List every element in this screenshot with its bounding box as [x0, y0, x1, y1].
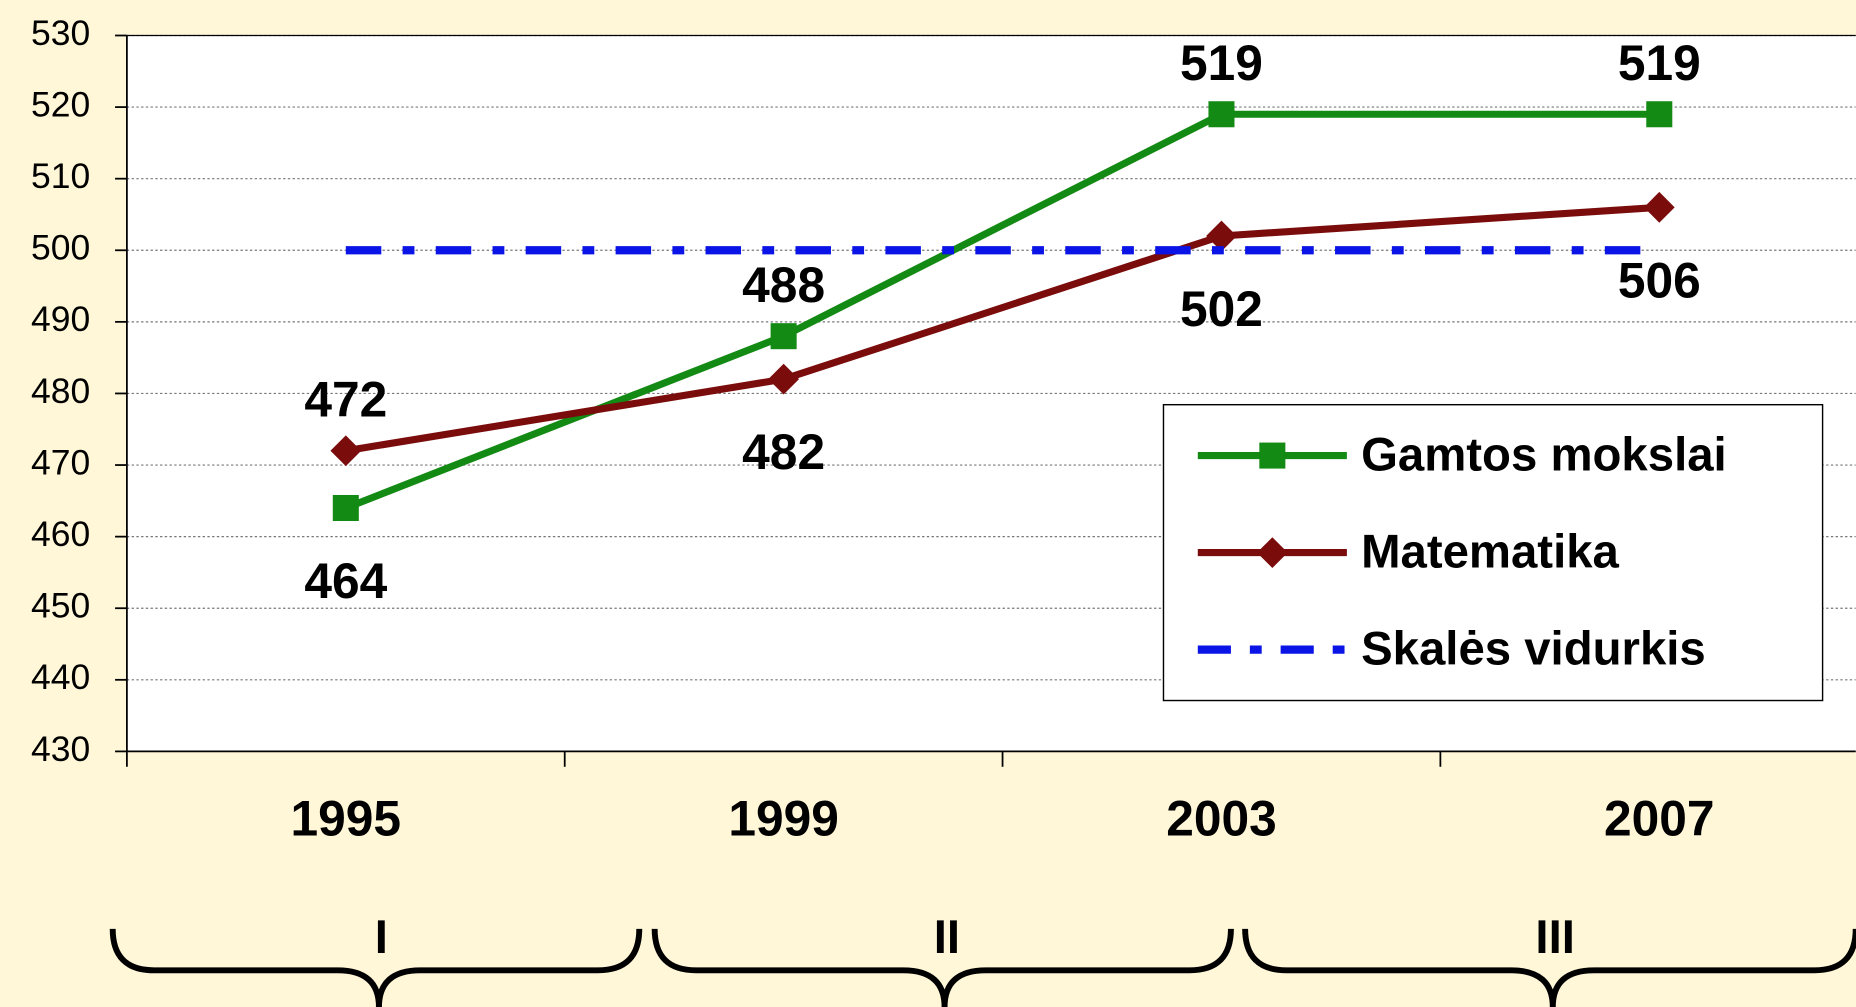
- y-tick-label: 490: [31, 299, 90, 339]
- x-tick-label: 2007: [1604, 791, 1715, 847]
- data-label: 488: [742, 257, 825, 313]
- y-tick-label: 430: [31, 729, 90, 769]
- period-label: II: [934, 911, 960, 964]
- braces: [109, 928, 1856, 1007]
- y-tick-label: 470: [31, 442, 90, 482]
- brace: [109, 928, 643, 1007]
- marker: [768, 363, 800, 395]
- period-label: III: [1535, 911, 1574, 964]
- y-tick-label: 450: [31, 586, 90, 626]
- legend: Gamtos mokslai Matematika Skalės vidurkis: [1162, 403, 1824, 702]
- y-tick-label: 460: [31, 514, 90, 554]
- y-tick-label: 520: [31, 84, 90, 124]
- legend-label: Gamtos mokslai: [1361, 428, 1727, 481]
- axes: 430 440 450 460 470 480 490 500 510 520 530 1995 199…: [31, 13, 1856, 847]
- x-tick-label: 1995: [291, 791, 402, 847]
- series: 464 488 519 519: [304, 35, 1700, 609]
- marker: [1208, 101, 1235, 128]
- series-group: 464 488 519 519 472 482 502 506: [304, 35, 1700, 609]
- data-label: 519: [1618, 35, 1701, 91]
- y-tick-label: 510: [31, 156, 90, 196]
- marker: [1259, 442, 1286, 469]
- y-tick-label: 530: [31, 13, 90, 53]
- legend-label: Skalės vidurkis: [1361, 623, 1706, 676]
- legend-label: Matematika: [1361, 525, 1619, 578]
- marker: [770, 323, 797, 350]
- marker: [330, 435, 362, 467]
- series: 472 482 502 506: [304, 191, 1701, 480]
- line: [344, 110, 1660, 512]
- data-label: 519: [1180, 35, 1263, 91]
- brace: [651, 928, 1234, 1007]
- data-label: 464: [304, 553, 387, 609]
- period-label: I: [375, 911, 388, 964]
- marker: [1643, 191, 1675, 223]
- data-label: 506: [1618, 252, 1701, 308]
- line: [345, 203, 1660, 455]
- y-tick-label: 480: [31, 371, 90, 411]
- brace: [1242, 928, 1856, 1007]
- y-tick-label: 440: [31, 657, 90, 697]
- x-tick-label: 2003: [1166, 791, 1277, 847]
- marker: [1646, 101, 1673, 128]
- data-label: 502: [1180, 281, 1263, 337]
- y-tick-label: 500: [31, 228, 90, 268]
- marker: [332, 494, 359, 522]
- x-tick-label: 1999: [728, 791, 839, 847]
- data-label: 472: [304, 372, 387, 428]
- marker: [1206, 220, 1237, 252]
- data-label: 482: [742, 424, 825, 480]
